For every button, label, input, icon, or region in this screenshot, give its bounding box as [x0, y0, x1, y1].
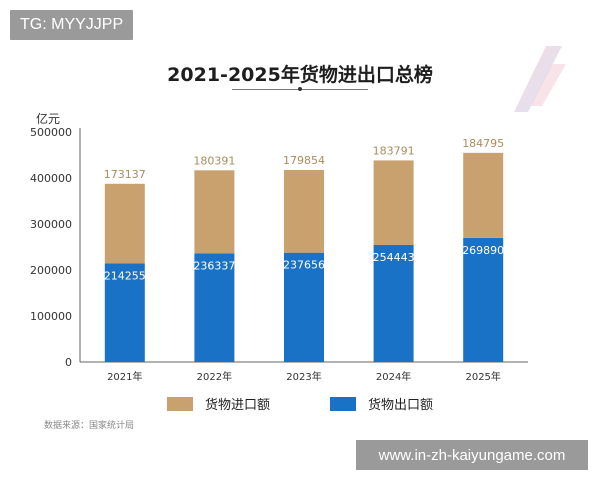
legend-label-export: 货物出口额 [368, 398, 434, 413]
bar-export [284, 252, 324, 362]
data-label-import: 180391 [193, 154, 235, 167]
data-label-export: 214255 [104, 269, 146, 282]
bar-import [463, 152, 504, 238]
bar-export [194, 253, 235, 362]
data-label-import: 173137 [104, 168, 146, 181]
bar-export [373, 244, 414, 362]
y-tick-label: 300000 [30, 218, 72, 231]
legend-item-import: 货物进口额 [166, 394, 270, 413]
x-tick-label: 2022年 [197, 370, 232, 383]
data-label-export: 237656 [283, 259, 325, 272]
data-label-export: 236337 [193, 259, 235, 272]
x-tick-label: 2025年 [465, 370, 500, 383]
x-tick-label: 2023年 [286, 370, 321, 383]
y-tick-label: 100000 [30, 310, 72, 323]
bar-import [104, 183, 145, 264]
x-tick-label: 2024年 [376, 370, 411, 383]
data-label-import: 183791 [373, 144, 415, 157]
bar-import [373, 160, 414, 245]
legend-swatch-import [166, 396, 193, 411]
watermark-bottom-right: www.in-zh-kaiyungame.com [356, 440, 588, 470]
data-label-import: 179854 [283, 154, 325, 167]
y-tick-label: 400000 [30, 172, 72, 185]
legend-label-import: 货物进口额 [204, 398, 270, 413]
chart-title: 2021-2025年货物进出口总榜 [167, 64, 433, 86]
y-axis-unit-label: 亿元 [36, 112, 61, 126]
data-label-export: 269890 [462, 244, 504, 257]
bar-import [194, 170, 235, 254]
watermark-top-left: TG: MYYJJPP [10, 10, 134, 40]
bar-export [104, 263, 145, 362]
y-tick-label: 0 [65, 356, 72, 369]
bar-import [284, 169, 324, 253]
y-tick-label: 500000 [30, 126, 72, 139]
data-label-import: 184795 [462, 137, 504, 150]
decorative-ribbon-graphic [514, 46, 566, 112]
legend-item-export: 货物出口额 [330, 394, 433, 413]
data-source-note: 数据来源：国家统计局 [44, 421, 135, 431]
x-tick-label: 2021年 [107, 370, 142, 383]
y-tick-label: 200000 [30, 264, 72, 277]
data-label-export: 254443 [373, 251, 415, 264]
bar-export [463, 237, 504, 362]
legend: 货物进口额 货物出口额 [0, 394, 600, 413]
legend-swatch-export [330, 396, 356, 411]
title-underline-dot [298, 87, 302, 91]
